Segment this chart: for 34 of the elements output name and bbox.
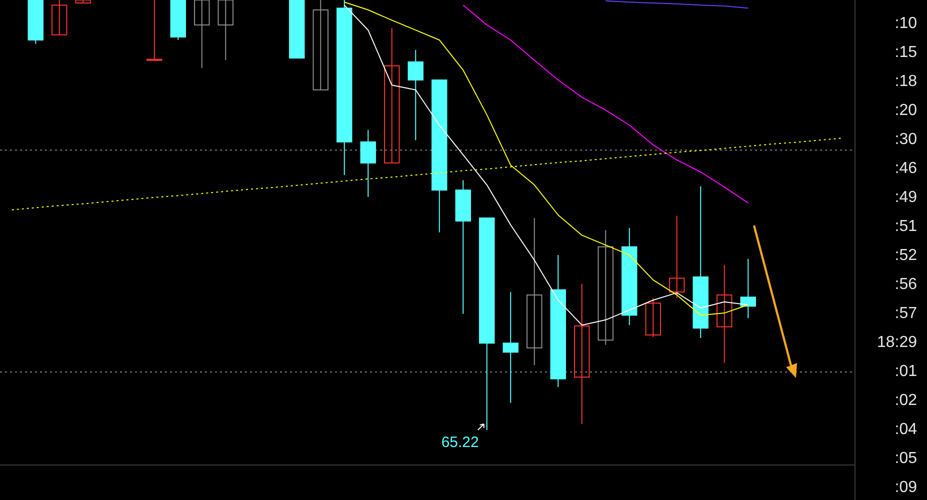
text: :52 bbox=[894, 247, 918, 264]
text: :56 bbox=[894, 276, 918, 293]
text: :57 bbox=[894, 305, 918, 322]
candlestick bbox=[218, 0, 234, 61]
text: :46 bbox=[894, 160, 918, 177]
text: :51 bbox=[894, 218, 918, 235]
candlestick bbox=[598, 230, 614, 346]
candlestick bbox=[716, 264, 732, 364]
text: :20 bbox=[894, 102, 918, 119]
candlestick bbox=[645, 297, 661, 338]
candlestick bbox=[408, 49, 424, 141]
text: :18 bbox=[894, 73, 918, 90]
candlestick bbox=[574, 283, 590, 424]
candlestick bbox=[669, 215, 685, 298]
candlestick bbox=[146, 0, 162, 61]
candlestick bbox=[194, 0, 210, 68]
text: :04 bbox=[894, 421, 918, 438]
candlestick bbox=[360, 129, 376, 198]
candlestick bbox=[740, 258, 756, 319]
candlestick bbox=[502, 291, 518, 404]
candlestick bbox=[312, 0, 328, 90]
text: :10 bbox=[894, 15, 918, 32]
text: :30 bbox=[894, 131, 918, 148]
text: :09 bbox=[894, 479, 918, 496]
text: :05 bbox=[894, 450, 918, 467]
text: 18:29 bbox=[876, 334, 918, 351]
text: :15 bbox=[894, 44, 918, 61]
candlestick bbox=[384, 27, 400, 164]
text: :49 bbox=[894, 189, 918, 206]
candlestick bbox=[52, 0, 68, 36]
candlestick bbox=[526, 218, 542, 366]
text: 65.22 bbox=[441, 434, 479, 451]
text: :02 bbox=[894, 392, 918, 409]
text: :01 bbox=[894, 363, 918, 380]
